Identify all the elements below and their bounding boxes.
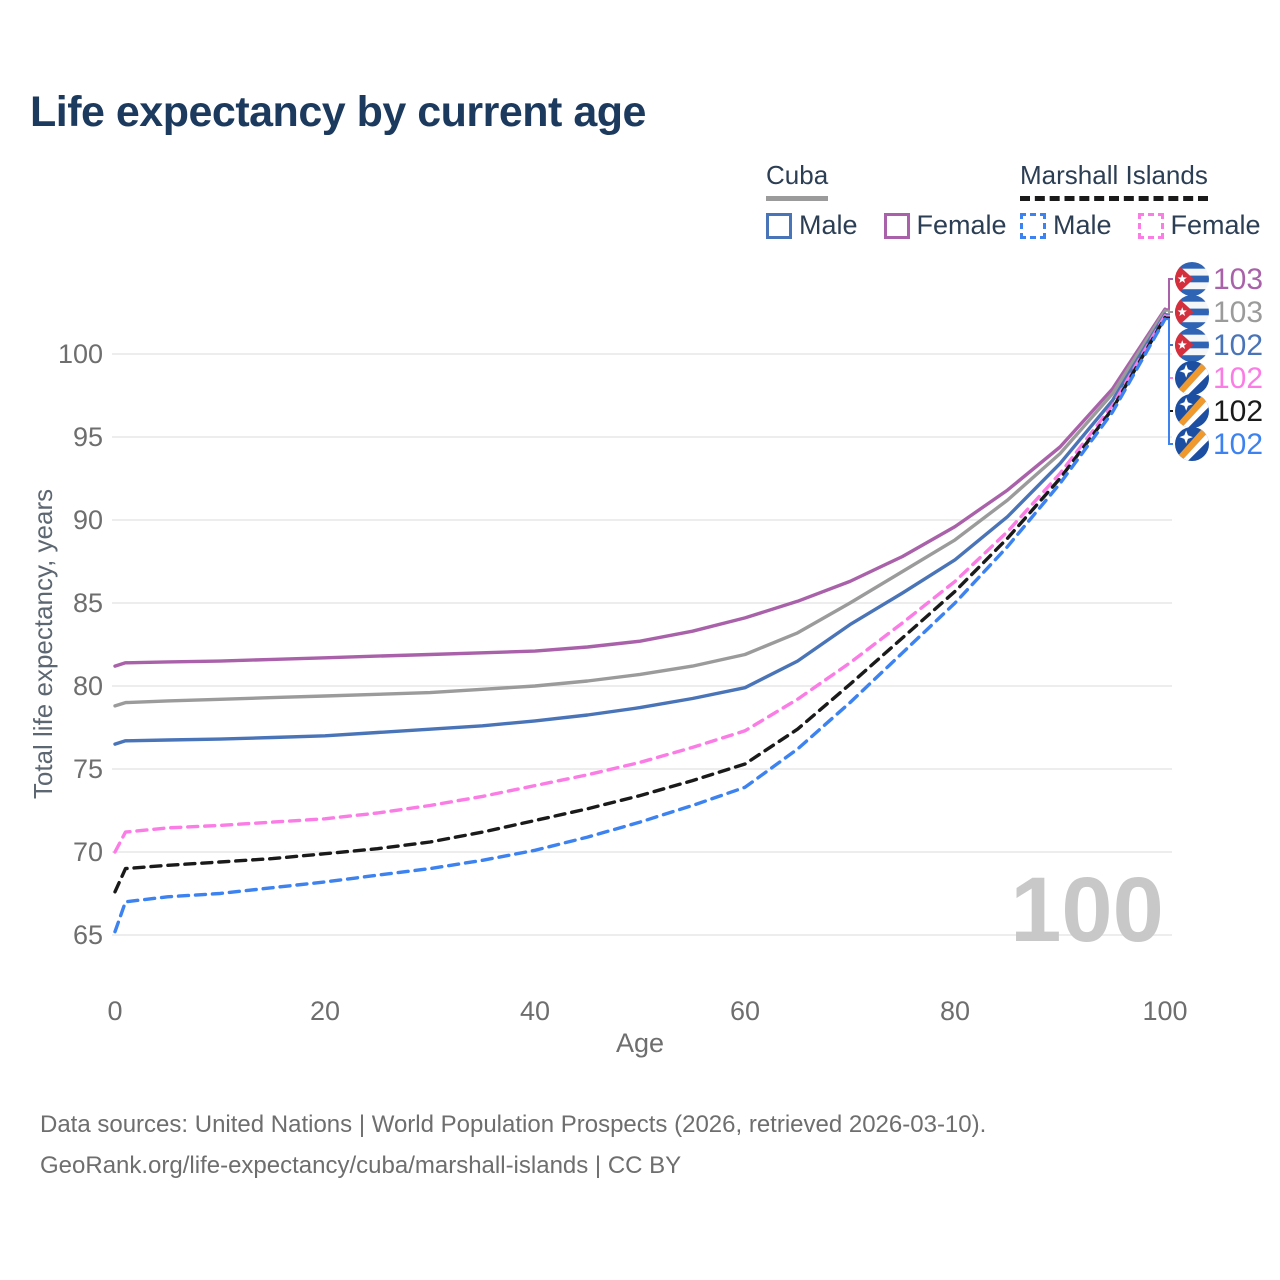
end-value-label: 103: [1213, 296, 1263, 329]
x-axis-label: Age: [616, 1028, 664, 1058]
series-line-marshall-islands-both: [113, 315, 1167, 894]
y-tick-label: 70: [73, 837, 103, 867]
legend-group-marshall-islands: Marshall Islands Male Female: [1020, 160, 1261, 241]
cuba-flag-icon: [1175, 295, 1209, 329]
x-tick-label: 100: [1142, 996, 1187, 1026]
marshall-islands-flag-icon: [1175, 394, 1209, 428]
legend-label: Female: [1170, 210, 1261, 240]
legend-item-marshall-islands-male[interactable]: Male: [1020, 210, 1112, 241]
x-tick-label: 80: [940, 996, 970, 1026]
end-value-label: 102: [1213, 329, 1263, 362]
legend-group-cuba: Cuba Male Female: [766, 160, 1007, 241]
leader-line: [1166, 318, 1173, 445]
series-line-cuba-female-female: [113, 307, 1167, 668]
series-line-cuba-both: [113, 309, 1167, 708]
legend-item-cuba-female[interactable]: Female: [883, 210, 1007, 241]
marshall-islands-male-swatch-icon: [1020, 212, 1046, 239]
legend-marshall-islands-header[interactable]: Marshall Islands: [1020, 160, 1208, 201]
y-axis-label: Total life expectancy, years: [28, 489, 58, 799]
end-value-label: 102: [1213, 428, 1263, 461]
y-tick-label: 90: [73, 505, 103, 535]
legend: Cuba Male Female Marshall Islands Male: [0, 160, 1280, 250]
leader-line: [1166, 309, 1173, 313]
footer: Data sources: United Nations | World Pop…: [40, 1104, 986, 1186]
page-title: Life expectancy by current age: [30, 88, 646, 136]
marshall-islands-flag-icon: [1175, 361, 1209, 395]
y-tick-label: 95: [73, 422, 103, 452]
x-tick-label: 0: [107, 996, 122, 1026]
legend-item-marshall-islands-female[interactable]: Female: [1137, 210, 1261, 241]
legend-cuba-header[interactable]: Cuba: [766, 160, 829, 201]
y-tick-label: 100: [58, 339, 103, 369]
cuba-flag-icon: [1175, 262, 1209, 296]
age-watermark: 100: [1010, 859, 1164, 961]
x-tick-label: 40: [520, 996, 550, 1026]
y-tick-label: 85: [73, 588, 103, 618]
x-tick-label: 60: [730, 996, 760, 1026]
footer-data-sources: Data sources: United Nations | World Pop…: [40, 1111, 987, 1138]
legend-item-cuba-male[interactable]: Male: [766, 210, 858, 241]
legend-label: Male: [1053, 210, 1112, 240]
cuba-flag-icon: [1175, 328, 1209, 362]
marshall-islands-flag-icon: [1175, 427, 1209, 461]
legend-label: Male: [799, 210, 858, 240]
y-tick-label: 75: [73, 754, 103, 784]
x-tick-label: 20: [310, 996, 340, 1026]
y-tick-label: 65: [73, 920, 103, 950]
cuba-female-swatch-icon: [883, 212, 910, 239]
series-line-cuba-male-male: [113, 312, 1167, 746]
end-value-label: 102: [1213, 395, 1263, 428]
y-tick-label: 80: [73, 671, 103, 701]
marshall-islands-female-swatch-icon: [1137, 212, 1164, 239]
legend-label: Female: [916, 210, 1007, 240]
cuba-male-swatch-icon: [766, 212, 792, 239]
leader-line: [1166, 278, 1173, 311]
end-value-label: 103: [1213, 263, 1263, 296]
end-value-label: 102: [1213, 362, 1263, 395]
series-line-marshall-islands-male-male: [113, 317, 1167, 934]
series-line-marshall-islands-female-female: [113, 314, 1167, 854]
footer-source-link[interactable]: GeoRank.org/life-expectancy/cuba/marshal…: [40, 1152, 682, 1179]
